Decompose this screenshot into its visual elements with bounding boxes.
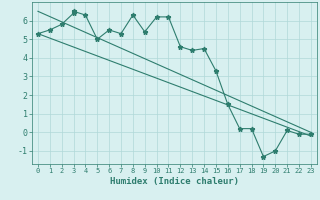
X-axis label: Humidex (Indice chaleur): Humidex (Indice chaleur)	[110, 177, 239, 186]
